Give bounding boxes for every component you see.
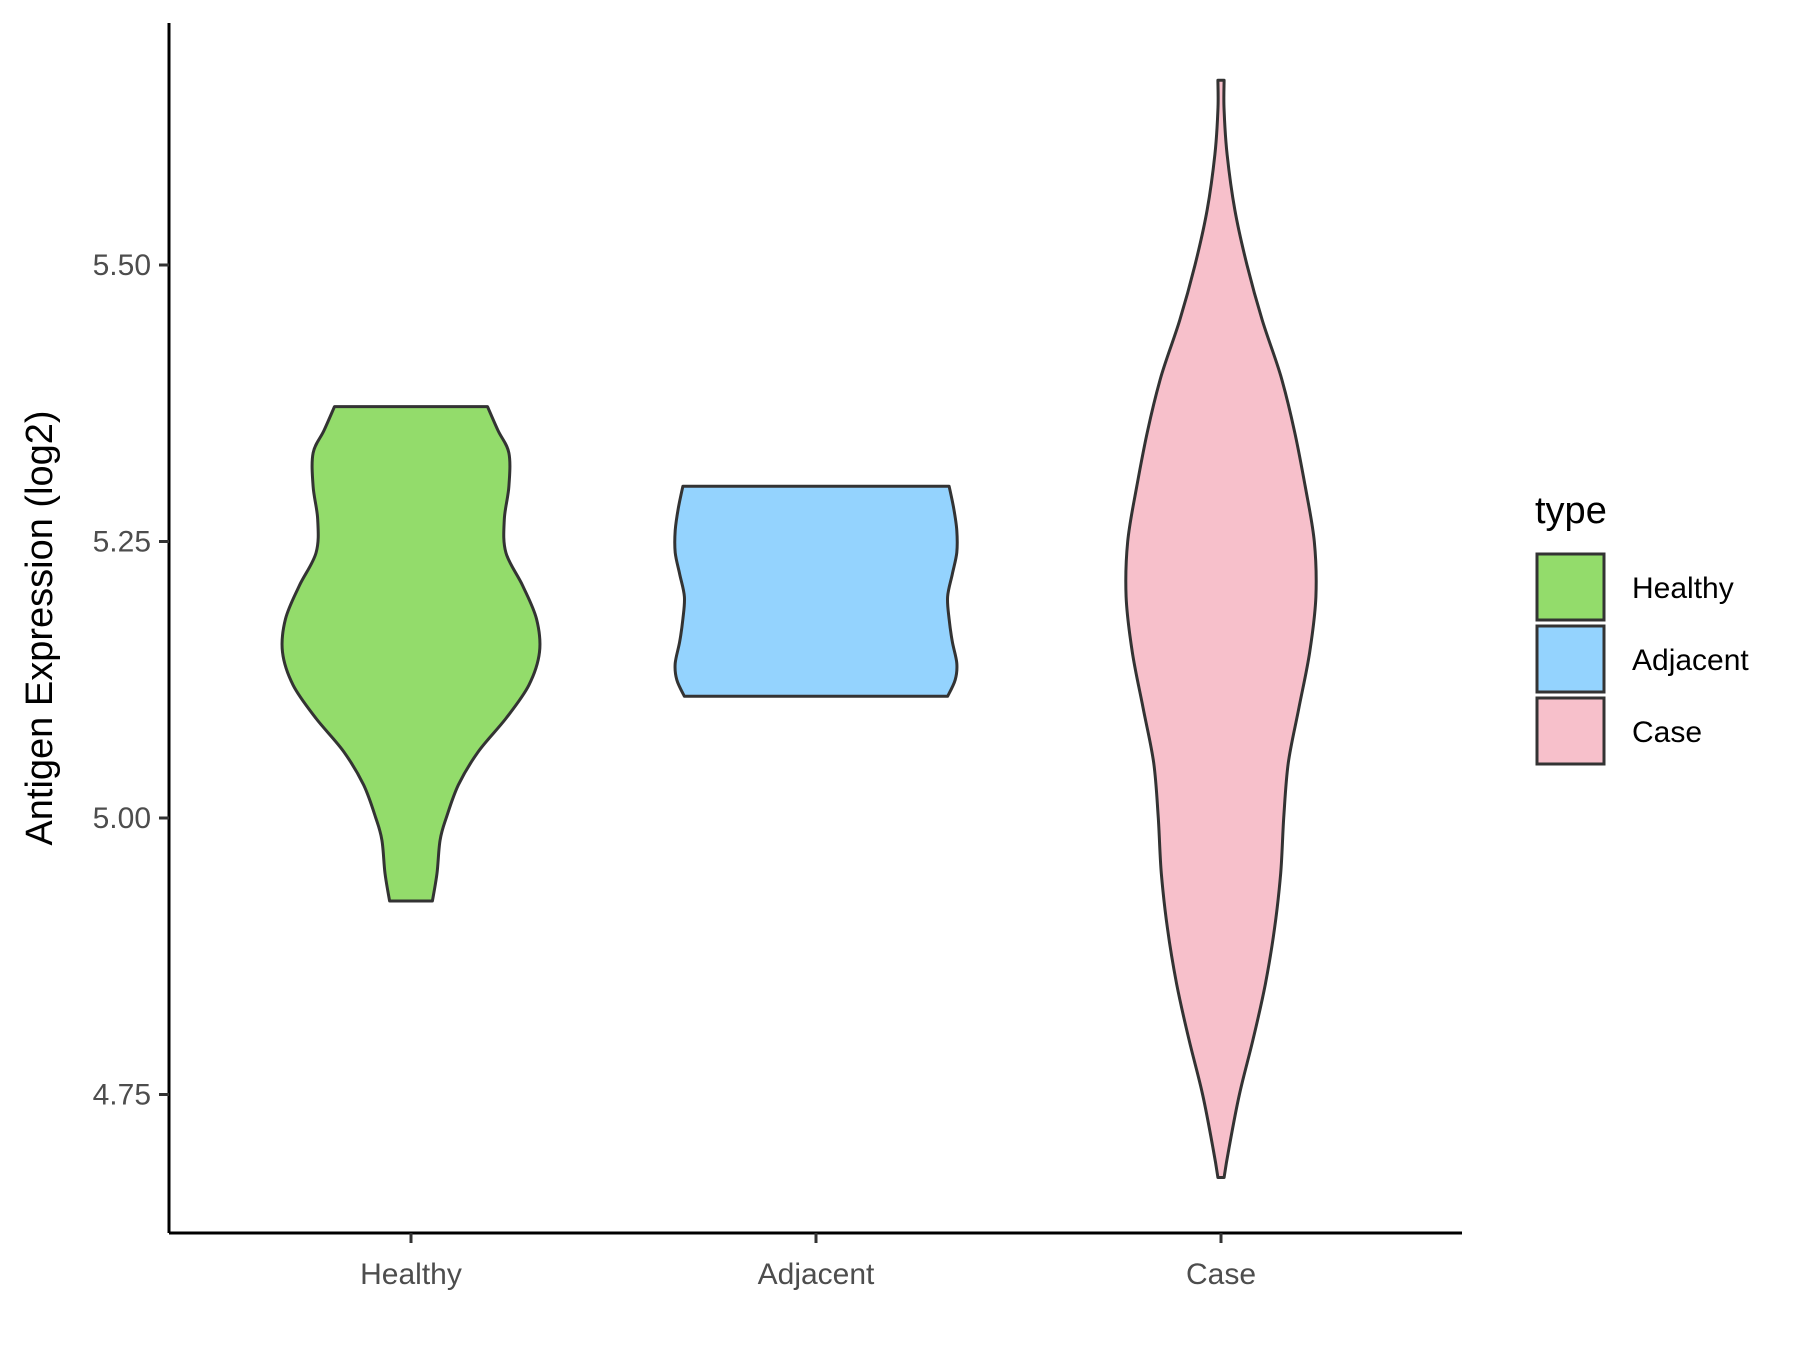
y-axis-title: Antigen Expression (log2) bbox=[19, 410, 61, 845]
legend-swatch-healthy bbox=[1535, 552, 1606, 622]
y-tick-label: 5.50 bbox=[93, 249, 151, 282]
legend-label-adjacent: Adjacent bbox=[1632, 644, 1749, 677]
y-tick-label: 5.25 bbox=[93, 526, 151, 559]
legend-title: type bbox=[1535, 490, 1607, 532]
violin-adjacent bbox=[673, 484, 959, 698]
violin-healthy bbox=[280, 405, 542, 903]
y-tick-label: 4.75 bbox=[93, 1079, 151, 1112]
y-tick-label: 5.00 bbox=[93, 802, 151, 835]
x-tick-label-adjacent: Adjacent bbox=[758, 1258, 875, 1291]
legend-label-healthy: Healthy bbox=[1632, 572, 1734, 605]
y-ticks: 4.75 5.00 5.25 5.50 bbox=[93, 249, 169, 1112]
x-ticks: Healthy Adjacent Case bbox=[360, 1233, 1256, 1291]
legend: type Healthy Adjacent Case bbox=[1535, 490, 1749, 766]
legend-swatch-adjacent bbox=[1535, 624, 1606, 694]
legend-label-case: Case bbox=[1632, 716, 1702, 749]
x-tick-label-case: Case bbox=[1186, 1258, 1256, 1291]
violin-case bbox=[1124, 78, 1318, 1179]
violin-group bbox=[280, 78, 1318, 1179]
legend-swatch-case bbox=[1535, 696, 1606, 766]
x-tick-label-healthy: Healthy bbox=[360, 1258, 462, 1291]
